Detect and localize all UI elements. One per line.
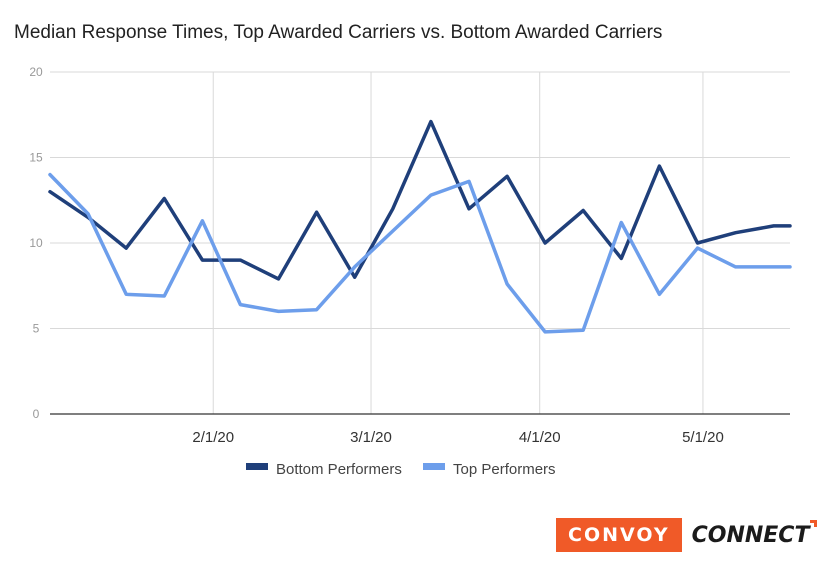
bottom-performers-line — [48, 119, 792, 281]
logo-mark-icon — [810, 520, 818, 527]
y-tick-label: 10 — [29, 236, 43, 250]
legend-swatch-bottom-performers — [246, 463, 268, 470]
x-tick-label: 3/1/20 — [350, 429, 392, 446]
y-tick-label: 0 — [33, 407, 40, 421]
y-tick-label: 20 — [29, 65, 43, 79]
y-tick-label: 5 — [33, 322, 40, 336]
x-tick-label: 4/1/20 — [519, 429, 561, 446]
series-lines — [48, 119, 792, 334]
chart-title: Median Response Times, Top Awarded Carri… — [14, 22, 663, 43]
top-performers-line — [48, 172, 792, 334]
x-tick-label: 5/1/20 — [682, 429, 724, 446]
y-tick-label: 15 — [29, 151, 43, 165]
axes: 0 5 10 15 20 2/1/20 3/1/20 4/1/20 5/1/20 — [29, 65, 790, 446]
grid — [50, 71, 790, 414]
legend: Bottom Performers Top Performers — [246, 461, 556, 478]
legend-label-bottom-performers: Bottom Performers — [276, 461, 402, 478]
legend-label-top-performers: Top Performers — [453, 461, 556, 478]
logo-connect-label: CONNECT — [691, 522, 810, 548]
legend-swatch-top-performers — [423, 463, 445, 470]
logo-connect-text: CONNECT — [682, 518, 818, 552]
x-tick-label: 2/1/20 — [192, 429, 234, 446]
logo-convoy-text: CONVOY — [556, 518, 682, 552]
convoy-connect-logo: CONVOY CONNECT — [556, 518, 818, 552]
